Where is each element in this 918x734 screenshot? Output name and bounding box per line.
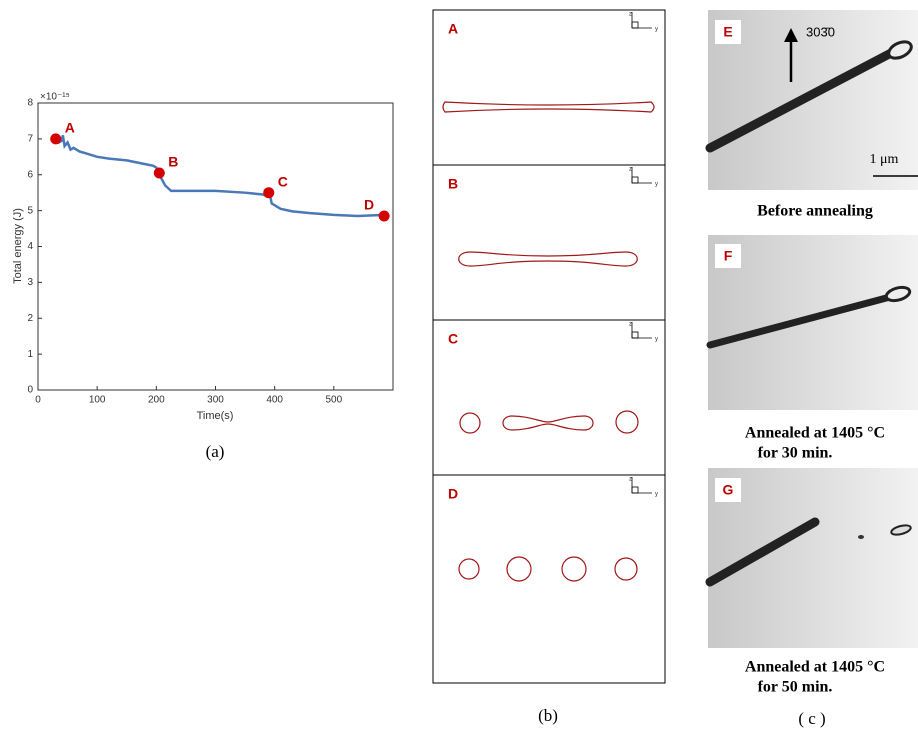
y-tick-label: 6: [27, 169, 33, 180]
axis-glyph: [631, 331, 639, 339]
panel-label: B: [448, 176, 458, 192]
point: [263, 187, 275, 199]
direction: 303̄0: [806, 24, 835, 39]
point-label: C: [278, 173, 288, 189]
micrograph: [708, 10, 918, 190]
caption: Annealed at 1405 °C: [745, 659, 885, 676]
particle: [858, 535, 864, 539]
point: [153, 167, 165, 179]
x-axis-label: Time(s): [197, 410, 234, 422]
y-tick-label: 3: [27, 277, 33, 288]
axis-label: z: [629, 322, 632, 328]
x-tick-label: 200: [148, 395, 165, 406]
point-label: A: [65, 120, 75, 136]
panel-label: A: [448, 21, 458, 37]
y-axis-label: Total energy (J): [12, 208, 24, 284]
axis-label: z: [629, 12, 632, 18]
rod: [706, 293, 894, 349]
label-box: [715, 478, 741, 502]
particle: [614, 557, 638, 581]
rod: [458, 251, 638, 267]
axis-label: z: [629, 167, 632, 173]
particle: [890, 524, 912, 536]
axis-label: y: [655, 182, 658, 188]
point-label: D: [364, 197, 374, 213]
line: [54, 135, 388, 218]
panel-label: E: [723, 24, 732, 40]
caption: Before annealing: [757, 203, 873, 220]
point: [50, 133, 62, 145]
particle: [561, 556, 587, 582]
panel-b: A B C D (b) z y z y z y z y: [432, 9, 666, 725]
caption: (b): [538, 706, 558, 725]
x-tick-label: 300: [207, 395, 224, 406]
y-tick-label: 1: [27, 349, 33, 360]
y-tick-label: 2: [27, 313, 33, 324]
particle: [615, 410, 639, 434]
y-multiplier: ×10⁻¹⁵: [40, 92, 70, 103]
label-box: [715, 20, 741, 44]
caption: (a): [206, 442, 225, 461]
axis-label: y: [655, 337, 658, 343]
micrograph: [708, 235, 918, 410]
scale-label: 1 μm: [870, 152, 899, 167]
axes-box: [37, 102, 394, 391]
rod-end: [887, 40, 913, 60]
particle: [459, 412, 481, 434]
axis-label: y: [655, 492, 658, 498]
caption: ( c ): [798, 709, 825, 728]
x-tick-label: 500: [325, 395, 342, 406]
point-label: B: [168, 154, 178, 170]
axis-glyph: [631, 21, 639, 29]
panel-c: 303̄0 1 μm E F G Before annealing Anneal…: [705, 10, 918, 728]
panel-label: F: [724, 248, 733, 264]
y-tick-label: 4: [27, 241, 33, 252]
label-box: [715, 244, 741, 268]
y-tick-label: 5: [27, 205, 33, 216]
axis-glyph: [631, 176, 639, 184]
rod: [442, 101, 655, 113]
arrow-head: [784, 28, 798, 42]
x-tick-label: 400: [266, 395, 283, 406]
particle: [458, 558, 480, 580]
y-tick-label: 7: [27, 134, 33, 145]
axis-label: z: [629, 477, 632, 483]
point: [378, 210, 390, 222]
panel-label: C: [448, 331, 458, 347]
x-tick-label: 100: [89, 395, 106, 406]
y-tick-label: 8: [27, 98, 33, 109]
caption: for 30 min.: [758, 445, 833, 462]
rod: [502, 415, 594, 431]
panel-label: D: [448, 486, 458, 502]
rod: [705, 47, 898, 153]
axis-glyph: [631, 486, 639, 494]
axis-label: y: [655, 27, 658, 33]
y-tick-label: 0: [27, 385, 33, 396]
rod: [705, 517, 820, 587]
frame: [432, 9, 666, 684]
rod-end: [884, 285, 912, 303]
panel-label: G: [723, 482, 734, 498]
particle: [506, 556, 532, 582]
caption: Annealed at 1405 °C: [745, 425, 885, 442]
x-tick-label: 0: [35, 395, 41, 406]
caption: for 50 min.: [758, 679, 833, 696]
